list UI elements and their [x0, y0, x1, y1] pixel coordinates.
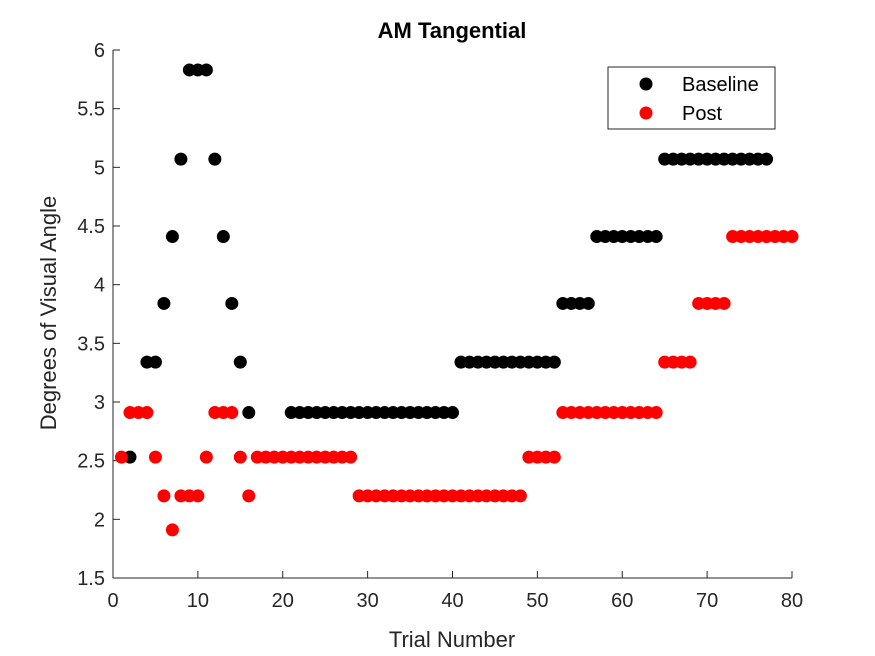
x-tick-label: 60 — [611, 590, 633, 612]
legend: Baseline Post — [607, 66, 776, 130]
y-tick-label: 3.5 — [77, 333, 105, 355]
data-point — [717, 296, 731, 310]
data-point — [157, 296, 171, 310]
x-tick-label: 40 — [441, 590, 463, 612]
data-point — [199, 63, 213, 77]
data-point — [683, 355, 697, 369]
axes: 0 10 20 30 40 50 60 70 80 1.5 2 2.5 3 3.5 4 4.5 5 5.5 6 — [77, 40, 803, 612]
data-point — [165, 523, 179, 537]
data-point — [216, 230, 230, 244]
data-point — [191, 489, 205, 503]
x-tick-label: 10 — [187, 590, 209, 612]
y-tick-label: 2 — [94, 509, 105, 531]
data-point — [174, 152, 188, 166]
data-point — [148, 450, 162, 464]
data-points — [114, 63, 799, 537]
x-axis-label: Trial Number — [389, 627, 515, 652]
data-point — [225, 296, 239, 310]
data-point — [649, 230, 663, 244]
data-point — [233, 355, 247, 369]
data-point — [157, 489, 171, 503]
data-point — [446, 406, 459, 420]
x-tick-label: 70 — [696, 590, 718, 612]
data-point — [114, 450, 128, 464]
y-tick-label: 3 — [94, 392, 105, 414]
x-tick-label: 50 — [526, 590, 548, 612]
x-tick-label: 30 — [357, 590, 379, 612]
data-point — [547, 355, 561, 369]
legend-label-post: Post — [682, 103, 722, 125]
data-point — [165, 230, 179, 244]
data-point — [785, 230, 799, 244]
y-tick-label: 4.5 — [77, 216, 105, 238]
x-tick-label: 80 — [781, 590, 803, 612]
y-tick-label: 4 — [94, 275, 105, 297]
legend-marker-post — [639, 106, 653, 120]
legend-label-baseline: Baseline — [682, 74, 759, 96]
legend-marker-baseline — [639, 77, 653, 91]
y-tick-label: 5.5 — [77, 99, 105, 121]
data-point — [344, 450, 358, 464]
series-post — [114, 230, 799, 537]
x-tick-label: 20 — [272, 590, 294, 612]
data-point — [148, 355, 162, 369]
y-axis-label: Degrees of Visual Angle — [36, 196, 61, 430]
data-point — [225, 406, 239, 420]
legend-box — [607, 66, 776, 130]
series-baseline — [123, 63, 774, 464]
y-tick-label: 5 — [94, 157, 105, 179]
data-point — [649, 406, 663, 420]
data-point — [233, 450, 247, 464]
y-tick-label: 1.5 — [77, 568, 105, 590]
data-point — [208, 152, 222, 166]
data-point — [581, 296, 595, 310]
data-point — [140, 406, 154, 420]
y-tick-label: 6 — [94, 40, 105, 62]
x-tick-label: 0 — [107, 590, 118, 612]
data-point — [199, 450, 213, 464]
data-point — [242, 406, 256, 420]
data-point — [547, 450, 561, 464]
chart-title: AM Tangential — [378, 18, 527, 43]
data-point — [513, 489, 527, 503]
data-point — [760, 152, 774, 166]
data-point — [242, 489, 256, 503]
y-tick-label: 2.5 — [77, 451, 105, 473]
